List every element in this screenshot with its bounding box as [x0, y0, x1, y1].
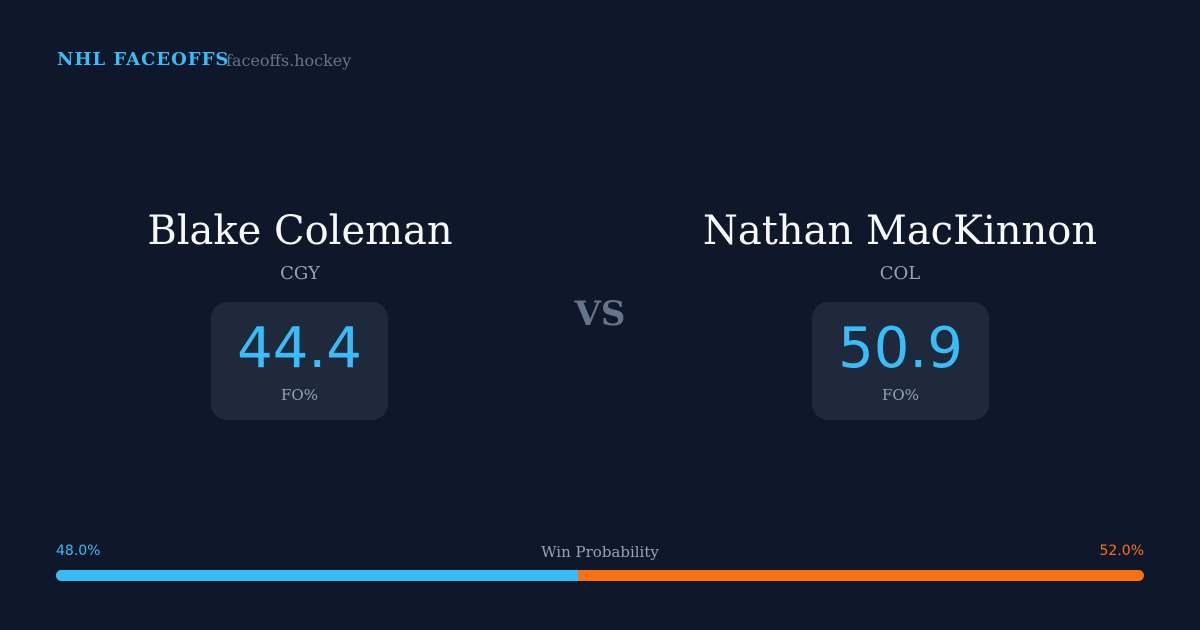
fo-label: FO%: [882, 386, 919, 404]
player-left: Blake Coleman CGY: [0, 205, 600, 284]
win-prob-bar-left-fill: [56, 570, 579, 581]
site-url: faceoffs.hockey: [226, 51, 352, 70]
player-name: Blake Coleman: [147, 208, 453, 254]
player-team: CGY: [280, 263, 320, 284]
fo-stat-left: 44.4 FO%: [211, 302, 388, 420]
win-prob-label: Win Probability: [541, 543, 659, 561]
player-team: COL: [879, 263, 921, 284]
fo-value: 44.4: [237, 316, 362, 381]
win-prob-left: 48.0%: [56, 543, 101, 559]
fo-stat-right: 50.9 FO%: [812, 302, 989, 420]
brand-title: NHL FACEOFFS: [57, 49, 230, 70]
fo-value: 50.9: [838, 316, 963, 381]
fo-label: FO%: [281, 386, 318, 404]
vs-label: VS: [574, 294, 626, 334]
player-name: Nathan MacKinnon: [702, 208, 1098, 254]
win-prob-bar: [56, 570, 1144, 581]
win-prob-right: 52.0%: [1099, 543, 1144, 559]
player-right: Nathan MacKinnon COL: [600, 205, 1200, 284]
